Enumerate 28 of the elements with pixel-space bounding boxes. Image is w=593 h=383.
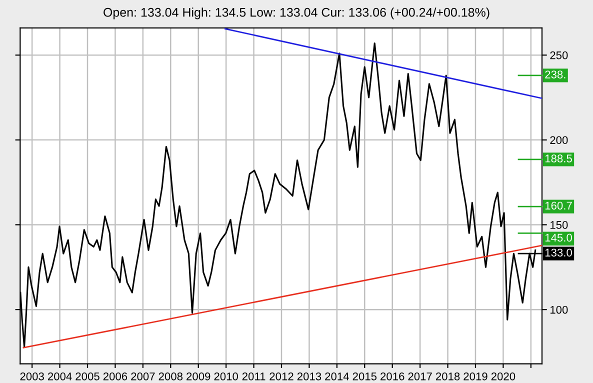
x-tick-label: 2013 <box>297 372 322 380</box>
x-tick-label: 2007 <box>131 372 155 380</box>
ref-line-label: 160.7 <box>545 202 572 210</box>
x-tick-label: 2010 <box>214 372 238 380</box>
x-tick-label: 2020 <box>491 372 516 380</box>
x-tick-label: 2009 <box>186 372 210 380</box>
x-tick-label: 2014 <box>325 372 349 380</box>
y-tick-label: 250 <box>550 51 568 60</box>
x-tick-label: 2018 <box>436 372 460 380</box>
x-tick-label: 2016 <box>380 372 404 380</box>
y-tick-label: 150 <box>550 221 568 229</box>
x-tick-label: 2005 <box>76 372 100 380</box>
x-tick-label: 2004 <box>48 372 72 380</box>
x-tick-label: 2012 <box>270 372 294 380</box>
chart-title: Open: 133.04 High: 134.5 Low: 133.04 Cur: 133.06 (+00.24/+00.18%) <box>104 8 490 20</box>
x-tick-label: 2003 <box>20 372 44 380</box>
x-tick-label: 2017 <box>408 372 432 380</box>
ref-line-label: 133.0 <box>545 248 572 257</box>
ref-line-label: 188.5 <box>545 154 572 162</box>
ref-line-label: 238. <box>545 70 566 78</box>
x-tick-label: 2019 <box>464 372 488 380</box>
ref-line-label: 145.0 <box>545 234 572 242</box>
x-tick-label: 2015 <box>352 372 377 380</box>
x-tick-label: 2008 <box>158 372 183 380</box>
x-tick-label: 2011 <box>242 372 266 380</box>
y-tick-label: 200 <box>550 136 568 144</box>
y-tick-label: 100 <box>550 306 568 314</box>
x-tick-label: 2006 <box>103 372 128 380</box>
